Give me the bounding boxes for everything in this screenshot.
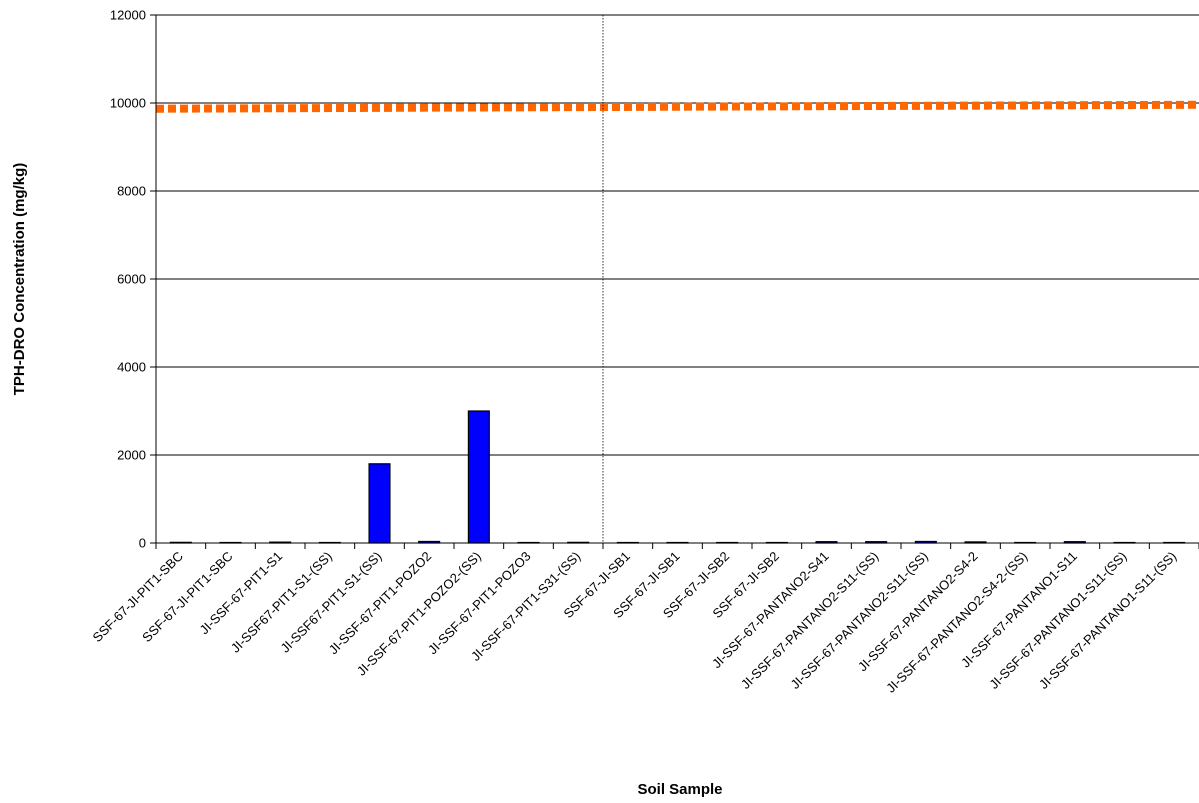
x-axis-title: Soil Sample [637, 781, 722, 798]
x-tick-label: JI-SSF67-PIT1-S1-(SS) [228, 549, 335, 656]
reference-line-layer [155, 100, 1199, 113]
axes [150, 14, 1199, 549]
y-tick-label: 6000 [117, 272, 146, 287]
reference-line [155, 100, 1199, 113]
grid-lines [156, 14, 1199, 456]
y-tick-label: 12000 [110, 8, 146, 23]
bar [467, 410, 490, 544]
x-tick-label: SSF-67-JI-PIT1-SBC [90, 549, 186, 645]
x-tick-labels: SSF-67-JI-PIT1-SBCSSF-67-JI-PIT1-SBCJI-S… [90, 549, 1180, 696]
x-tick-label: SSF-67-JI-PIT1-SBC [139, 549, 235, 645]
y-tick-label: 2000 [117, 448, 146, 463]
y-axis-title: TPH-DRO Concentration (mg/kg) [11, 163, 28, 396]
x-tick-label: JI-SSF-67-PIT1-S1 [197, 549, 286, 638]
x-tick-label: JI-SSF67-PIT1-S1-(SS) [277, 549, 384, 656]
y-tick-label: 8000 [117, 184, 146, 199]
bars [169, 410, 1186, 544]
y-tick-label: 4000 [117, 360, 146, 375]
bar [368, 463, 391, 544]
y-tick-label: 0 [139, 536, 146, 551]
y-tick-label: 10000 [110, 96, 146, 111]
y-tick-labels: 0 2000 4000 6000 8000 10000 12000 [110, 8, 146, 551]
